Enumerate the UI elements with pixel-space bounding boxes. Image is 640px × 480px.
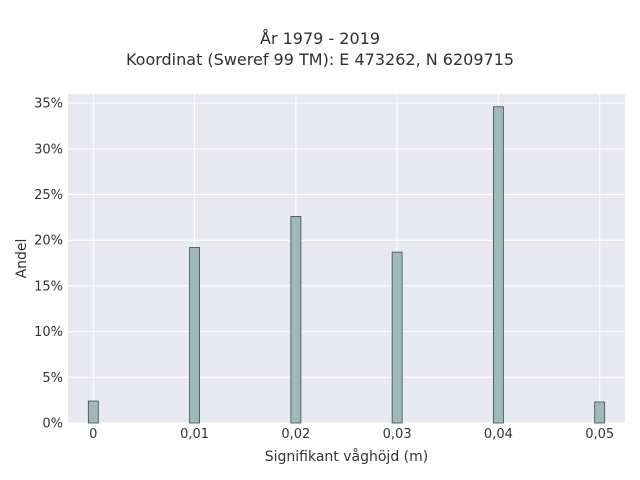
x-axis-ticks: 0 0,01 0,02 0,03 0,04 0,05: [89, 427, 614, 442]
x-tick-label: 0,05: [585, 427, 614, 442]
x-tick-label: 0,03: [383, 427, 412, 442]
plot-area: [68, 94, 625, 423]
y-tick-label: 25%: [34, 188, 63, 203]
x-tick-label: 0: [89, 427, 97, 442]
y-tick-label: 30%: [34, 142, 63, 157]
x-tick-label: 0,02: [281, 427, 310, 442]
bar: [290, 216, 302, 424]
y-axis-label: Andel: [14, 239, 30, 279]
bar: [189, 247, 200, 424]
x-tick-label: 0,04: [484, 427, 513, 442]
x-tick-label: 0,01: [180, 427, 209, 442]
bar: [594, 401, 606, 424]
y-tick-label: 15%: [34, 279, 63, 294]
y-tick-label: 5%: [42, 371, 63, 386]
y-axis-ticks: 0% 5% 10% 15% 20% 25% 30% 35%: [34, 97, 63, 432]
x-axis-label: Signifikant våghöjd (m): [265, 448, 428, 465]
bar: [493, 106, 504, 424]
bar: [391, 251, 403, 424]
bar: [87, 400, 99, 424]
y-tick-label: 35%: [34, 97, 63, 112]
y-tick-label: 0%: [42, 417, 63, 432]
chart-title: År 1979 - 2019: [260, 29, 380, 48]
bars: [87, 106, 606, 424]
y-tick-label: 10%: [34, 325, 63, 340]
chart-subtitle: Koordinat (Sweref 99 TM): E 473262, N 62…: [125, 50, 515, 69]
y-tick-label: 20%: [34, 234, 63, 249]
